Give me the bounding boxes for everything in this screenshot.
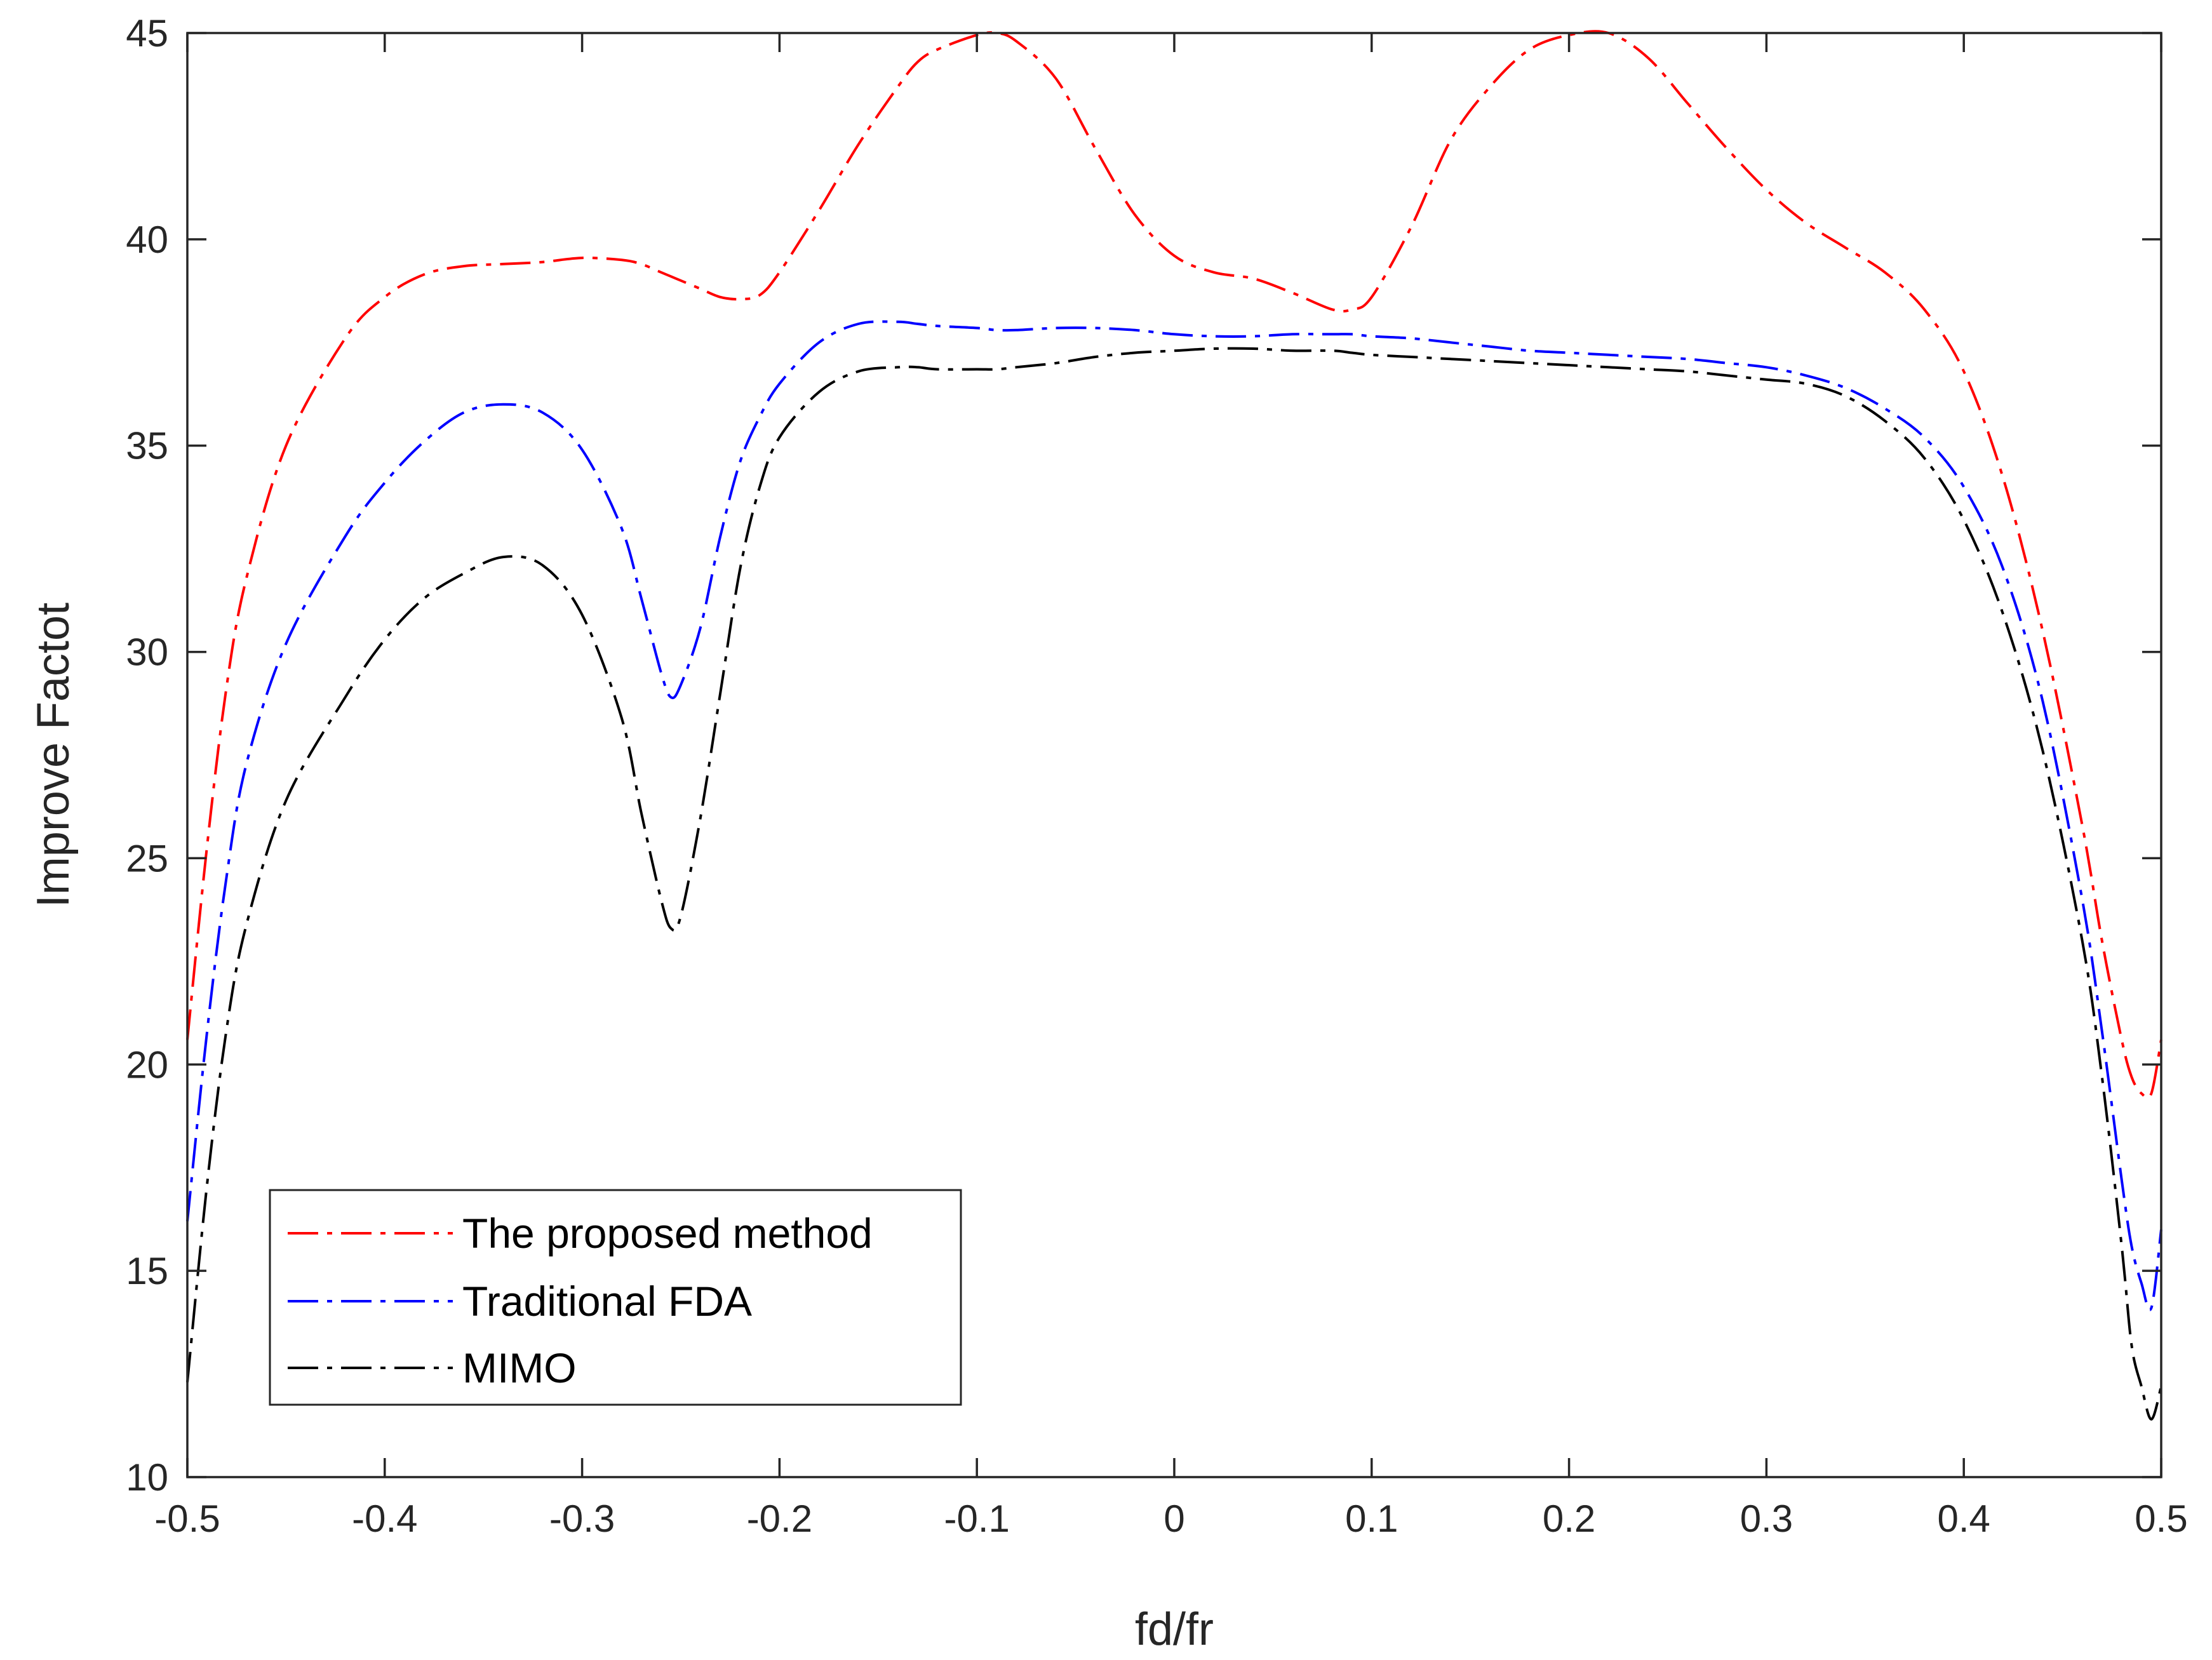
y-tick-label: 15 [126,1250,168,1292]
y-tick-label: 30 [126,631,168,674]
x-tick-label: -0.3 [549,1497,615,1540]
series-line-traditional-fda [186,320,2162,1311]
legend-label-traditional-fda: Traditional FDA [462,1278,752,1325]
x-tick-label: 0 [1163,1497,1184,1540]
legend: The proposed method Traditional FDA MIMO [269,1189,962,1406]
x-tick-label: 0.5 [2135,1497,2187,1540]
x-tick-label: -0.5 [154,1497,220,1540]
series-line-mimo [186,347,2162,1421]
tick-layer: -0.5 -0.4 -0.3 -0.2 -0.1 0 0.1 0.2 0.3 0.4 0.5 10 15… [126,12,2187,1540]
x-axis-label: fd/fr [1135,1604,1214,1655]
y-tick-label: 40 [126,218,168,261]
legend-label-proposed: The proposed method [462,1210,873,1257]
x-tick-label: 0.1 [1345,1497,1398,1540]
x-tick-label: -0.4 [352,1497,417,1540]
x-tick-label: 0.2 [1543,1497,1595,1540]
x-tick-label: 0.4 [1937,1497,1990,1540]
x-tick-label: -0.2 [747,1497,812,1540]
y-tick-label: 45 [126,12,168,55]
legend-label-mimo: MIMO [462,1344,577,1391]
y-tick-label: 25 [126,837,168,880]
series-line-proposed [186,30,2162,1100]
x-tick-label: -0.1 [944,1497,1010,1540]
y-tick-label: 35 [126,425,168,467]
y-axis-label: Improve Factot [28,603,79,907]
y-tick-label: 20 [126,1043,168,1086]
series-layer [186,30,2162,1421]
x-tick-label: 0.3 [1740,1497,1793,1540]
y-tick-label: 10 [126,1456,168,1499]
